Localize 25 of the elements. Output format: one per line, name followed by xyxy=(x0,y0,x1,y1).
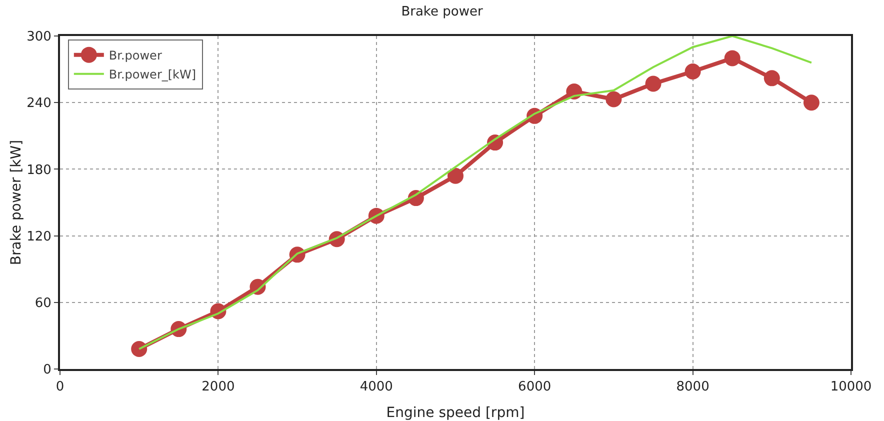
y-tick-label: 180 xyxy=(26,162,52,178)
chart-title: Brake power xyxy=(401,4,484,20)
x-tick-label: 4000 xyxy=(360,380,393,395)
point xyxy=(606,91,622,108)
x-tick-label: 0 xyxy=(56,380,64,395)
legend-label: Br.power_[kW] xyxy=(108,68,196,82)
y-tick-label: 300 xyxy=(26,30,52,45)
x-tick-label: 8000 xyxy=(676,380,710,395)
y-tick-label: 0 xyxy=(43,362,52,378)
x-axis-title: Engine speed [rpm] xyxy=(386,405,525,421)
x-tick-label: 6000 xyxy=(518,380,552,395)
x-tick-label: 2000 xyxy=(202,380,235,395)
point xyxy=(764,70,780,86)
y-tick-label: 120 xyxy=(26,229,52,244)
legend-label: Br.power xyxy=(108,48,162,63)
y-tick-label: 240 xyxy=(26,96,52,112)
point xyxy=(131,341,148,358)
point xyxy=(684,64,701,80)
point xyxy=(803,94,820,111)
point xyxy=(645,76,662,92)
point xyxy=(448,168,464,184)
y-axis-title: Brake power [kW] xyxy=(8,140,25,266)
point xyxy=(724,50,740,66)
y-tick-label: 60 xyxy=(34,296,52,311)
x-tick-label: 10000 xyxy=(830,380,872,395)
